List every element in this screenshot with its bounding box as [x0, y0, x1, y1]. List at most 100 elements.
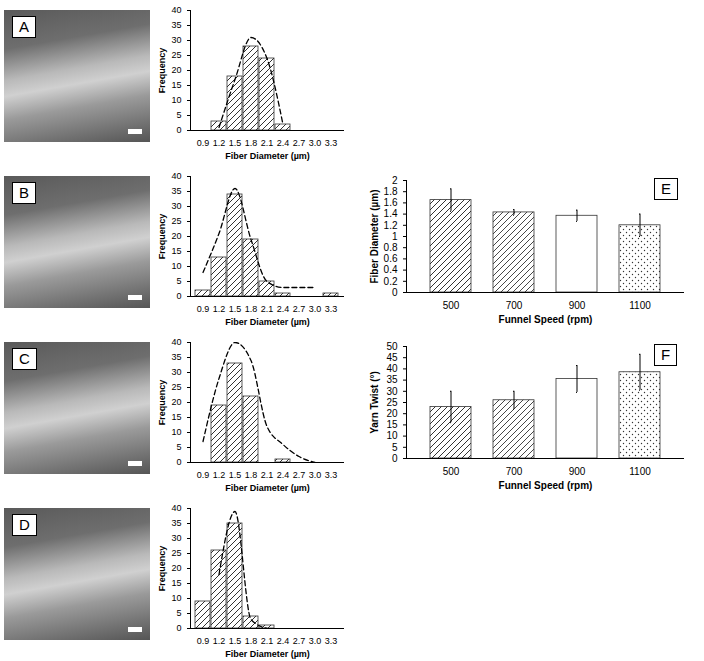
svg-text:2.7: 2.7: [293, 138, 306, 148]
svg-text:30: 30: [171, 533, 181, 543]
svg-text:0.9: 0.9: [197, 470, 210, 480]
svg-text:40: 40: [171, 503, 181, 513]
svg-text:0.9: 0.9: [197, 138, 210, 148]
svg-text:1.5: 1.5: [229, 304, 242, 314]
svg-text:1100: 1100: [629, 300, 651, 311]
svg-text:700: 700: [506, 466, 523, 477]
svg-text:3.0: 3.0: [309, 304, 322, 314]
svg-text:2.4: 2.4: [277, 636, 290, 646]
svg-text:1.4: 1.4: [384, 208, 398, 219]
svg-text:1.5: 1.5: [229, 636, 242, 646]
svg-text:3.3: 3.3: [325, 636, 338, 646]
svg-text:1.8: 1.8: [245, 636, 258, 646]
svg-text:15: 15: [171, 80, 181, 90]
svg-text:1.5: 1.5: [229, 470, 242, 480]
svg-text:50: 50: [386, 341, 398, 352]
svg-text:20: 20: [386, 408, 398, 419]
svg-text:1.8: 1.8: [245, 470, 258, 480]
svg-text:Funnel Speed (rpm): Funnel Speed (rpm): [499, 314, 593, 325]
svg-text:20: 20: [171, 65, 181, 75]
svg-text:2.7: 2.7: [293, 304, 306, 314]
svg-text:2.7: 2.7: [293, 470, 306, 480]
svg-text:25: 25: [171, 382, 181, 392]
svg-text:35: 35: [386, 374, 398, 385]
svg-text:30: 30: [171, 35, 181, 45]
svg-text:20: 20: [171, 563, 181, 573]
svg-text:0: 0: [392, 287, 398, 298]
svg-text:Funnel Speed (rpm): Funnel Speed (rpm): [499, 480, 593, 491]
svg-text:1.2: 1.2: [213, 138, 226, 148]
svg-text:0.9: 0.9: [197, 304, 210, 314]
svg-text:20: 20: [171, 231, 181, 241]
svg-text:500: 500: [443, 300, 460, 311]
svg-text:35: 35: [171, 186, 181, 196]
svg-text:2.1: 2.1: [261, 636, 274, 646]
svg-text:0: 0: [176, 623, 181, 633]
svg-text:1.8: 1.8: [245, 138, 258, 148]
svg-text:Fiber Diameter (µm): Fiber Diameter (µm): [225, 649, 310, 659]
svg-text:Frequency: Frequency: [157, 48, 167, 94]
svg-text:0.6: 0.6: [384, 253, 398, 264]
svg-text:5: 5: [176, 442, 181, 452]
svg-text:0: 0: [176, 291, 181, 301]
svg-text:15: 15: [171, 578, 181, 588]
svg-text:0: 0: [392, 453, 398, 464]
svg-text:2.4: 2.4: [277, 470, 290, 480]
svg-text:30: 30: [386, 386, 398, 397]
svg-text:1100: 1100: [629, 466, 651, 477]
svg-text:10: 10: [171, 427, 181, 437]
svg-text:1.6: 1.6: [384, 197, 398, 208]
svg-text:30: 30: [171, 367, 181, 377]
svg-text:1.2: 1.2: [213, 636, 226, 646]
svg-text:0.9: 0.9: [197, 636, 210, 646]
svg-text:10: 10: [171, 95, 181, 105]
svg-text:25: 25: [171, 216, 181, 226]
svg-text:5: 5: [392, 442, 398, 453]
svg-text:40: 40: [386, 363, 398, 374]
svg-text:40: 40: [171, 171, 181, 181]
svg-text:2.1: 2.1: [261, 304, 274, 314]
svg-text:5: 5: [176, 608, 181, 618]
svg-text:Frequency: Frequency: [157, 546, 167, 592]
svg-text:Yarn Twist (°): Yarn Twist (°): [369, 371, 380, 434]
svg-text:900: 900: [569, 466, 586, 477]
svg-text:20: 20: [171, 397, 181, 407]
svg-text:1.8: 1.8: [384, 186, 398, 197]
svg-text:Fiber Diameter (µm): Fiber Diameter (µm): [225, 483, 310, 493]
svg-text:2.7: 2.7: [293, 636, 306, 646]
svg-text:0.4: 0.4: [384, 264, 398, 275]
svg-text:5: 5: [176, 110, 181, 120]
svg-text:1.5: 1.5: [229, 138, 242, 148]
svg-text:1.2: 1.2: [213, 470, 226, 480]
svg-text:1.2: 1.2: [213, 304, 226, 314]
svg-text:0: 0: [176, 457, 181, 467]
svg-text:30: 30: [171, 201, 181, 211]
svg-text:1: 1: [392, 231, 398, 242]
svg-text:0: 0: [176, 125, 181, 135]
svg-text:Fiber Diameter (µm): Fiber Diameter (µm): [225, 151, 310, 161]
svg-text:15: 15: [171, 412, 181, 422]
svg-text:Fiber Diameter (µm): Fiber Diameter (µm): [225, 317, 310, 327]
svg-text:Frequency: Frequency: [157, 380, 167, 426]
svg-text:40: 40: [171, 5, 181, 15]
svg-text:3.0: 3.0: [309, 138, 322, 148]
svg-text:15: 15: [386, 419, 398, 430]
svg-text:3.0: 3.0: [309, 636, 322, 646]
svg-text:35: 35: [171, 352, 181, 362]
svg-text:3.3: 3.3: [325, 304, 338, 314]
svg-text:1.2: 1.2: [384, 220, 398, 231]
svg-text:40: 40: [171, 337, 181, 347]
svg-text:10: 10: [386, 430, 398, 441]
svg-text:15: 15: [171, 246, 181, 256]
svg-text:Frequency: Frequency: [157, 214, 167, 260]
svg-text:2.4: 2.4: [277, 138, 290, 148]
svg-text:35: 35: [171, 20, 181, 30]
svg-text:10: 10: [171, 261, 181, 271]
svg-text:Fiber Diameter (µm): Fiber Diameter (µm): [369, 189, 380, 283]
svg-text:3.0: 3.0: [309, 470, 322, 480]
svg-text:0.2: 0.2: [384, 276, 398, 287]
svg-text:700: 700: [506, 300, 523, 311]
svg-text:0.8: 0.8: [384, 242, 398, 253]
svg-text:10: 10: [171, 593, 181, 603]
svg-text:3.3: 3.3: [325, 470, 338, 480]
